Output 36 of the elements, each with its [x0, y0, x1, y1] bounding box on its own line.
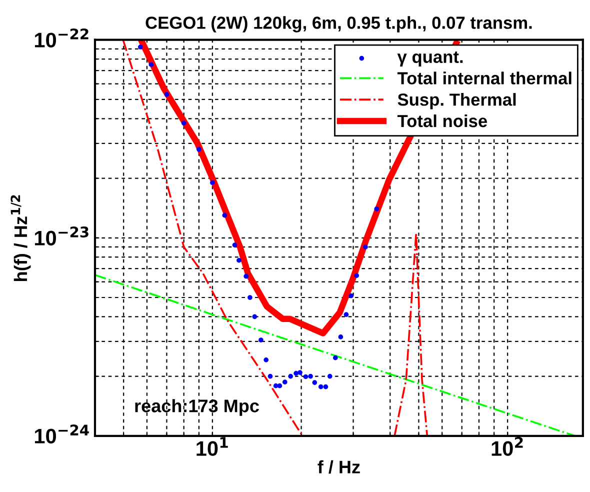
x-tick-label: 10$^{2}$	[492, 436, 523, 456]
point	[268, 374, 273, 379]
legend-label: Total internal thermal	[397, 72, 572, 84]
x-axis-title: f / Hz	[318, 460, 360, 474]
point	[288, 374, 294, 379]
point	[252, 314, 258, 320]
y-axis-title: h(f) / Hz$^{1/2}$	[10, 195, 31, 281]
legend-label: γ quant.	[397, 52, 463, 66]
point	[298, 370, 302, 375]
point	[338, 334, 344, 340]
point	[258, 338, 264, 342]
y-tick-label: 10$^{−24}$	[34, 424, 89, 444]
point	[236, 258, 242, 263]
x-tick-label: 10$^{1}$	[196, 437, 228, 456]
point	[354, 273, 360, 278]
point	[344, 312, 349, 317]
chart-title: CEGO1 (2W) 120kg, 6m, 0.95 t.ph., 0.07 transm.	[146, 16, 532, 32]
point	[277, 383, 282, 388]
point	[327, 374, 332, 379]
point	[244, 274, 248, 279]
point	[318, 384, 324, 390]
point	[232, 242, 238, 248]
point	[248, 295, 252, 300]
point	[303, 374, 308, 380]
legend-label: Susp. Thermal	[398, 93, 516, 110]
annotation: reach:173 Mpc	[135, 399, 259, 416]
point	[333, 355, 338, 360]
point	[264, 358, 269, 362]
point	[312, 380, 318, 385]
y-tick-label: 10$^{−22}$	[34, 28, 88, 48]
point	[348, 293, 354, 298]
point	[308, 374, 313, 379]
point	[282, 380, 288, 384]
y-tick-label: 10$^{−23}$	[34, 226, 88, 246]
legend-label: Total noise	[397, 114, 488, 128]
point	[323, 384, 328, 390]
